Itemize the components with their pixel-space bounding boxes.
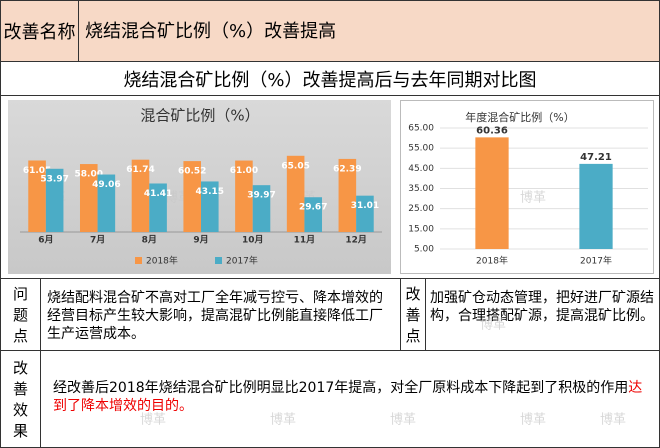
y-tick-label: 5.00 (414, 245, 434, 255)
bar (97, 174, 116, 232)
y-tick-label: 25.00 (408, 204, 434, 214)
problem-text: 烧结配料混合矿不高对工厂全年减亏控亏、降本增效的经营目标产生较大影响，提高混矿比… (40, 278, 401, 351)
chart-frame (400, 100, 654, 274)
improvement-label: 改善点 (400, 278, 426, 351)
bar (252, 185, 271, 232)
bar (475, 137, 509, 249)
bar (79, 164, 98, 232)
x-tick-label: 12月 (345, 235, 367, 246)
chart-title: 年度混合矿比例（%） (465, 110, 574, 124)
watermark: 博革 (520, 413, 546, 428)
value-label: 65.05 (281, 161, 309, 171)
watermark: 博革 (480, 318, 506, 333)
y-tick-label: 35.00 (408, 184, 434, 194)
bar (183, 161, 201, 232)
bar (235, 160, 253, 232)
x-tick-label: 9月 (193, 235, 208, 246)
value-label: 41.41 (144, 189, 172, 199)
watermark: 博革 (600, 413, 626, 428)
x-tick-label: 11月 (294, 235, 316, 246)
legend-swatch (135, 257, 142, 264)
watermark: 博革 (390, 413, 416, 428)
bar (304, 197, 323, 232)
x-tick-label: 2017年 (580, 255, 612, 267)
value-label: 29.67 (299, 203, 327, 213)
effect-label: 改善效果 (0, 350, 41, 448)
y-tick-label: 65.00 (408, 124, 434, 134)
bar (28, 160, 46, 232)
bar (356, 195, 374, 232)
watermark: 博革 (270, 413, 296, 428)
bar (149, 183, 167, 232)
header-label: 改善名称 (0, 0, 79, 62)
value-label: 61.00 (230, 166, 258, 176)
x-tick-label: 8月 (142, 235, 157, 246)
x-tick-label: 10月 (242, 235, 264, 246)
problem-label: 问题点 (0, 278, 41, 351)
value-label: 47.21 (580, 152, 612, 163)
value-label: 60.52 (178, 167, 206, 177)
value-label: 43.15 (196, 187, 224, 197)
bar (131, 159, 150, 232)
bar (45, 168, 64, 232)
y-tick-label: 45.00 (408, 164, 434, 174)
x-tick-label: 6月 (38, 235, 53, 246)
bar (338, 158, 357, 232)
x-tick-label: 7月 (90, 235, 105, 246)
value-label: 58.00 (75, 170, 103, 180)
bar (579, 163, 613, 249)
legend-label: 2017年 (226, 255, 258, 267)
chart-title: 混合矿比例（%） (140, 107, 259, 125)
value-label: 61.74 (126, 165, 154, 175)
value-label: 39.97 (247, 191, 275, 201)
y-tick-label: 15.00 (408, 224, 434, 234)
value-label: 53.97 (40, 174, 68, 184)
x-tick-label: 2018年 (476, 255, 508, 267)
effect-highlight: 达到了降本增效的目的。 (53, 380, 643, 414)
effect-text: 经改善后2018年烧结混合矿比例明显比2017年提高，对全厂原料成本下降起到了积… (53, 380, 629, 396)
bar (201, 181, 219, 232)
section-title: 烧结混合矿比例（%）改善提高后与去年同期对比图 (0, 61, 660, 96)
value-label: 49.06 (92, 180, 120, 190)
bar (286, 155, 305, 232)
value-label: 31.01 (351, 201, 379, 211)
watermark: 博革 (140, 413, 166, 428)
value-label: 62.39 (333, 164, 361, 174)
y-tick-label: 55.00 (408, 144, 434, 154)
value-label: 61.05 (23, 166, 51, 176)
watermark: 博革 (520, 191, 546, 206)
legend-swatch (215, 257, 222, 264)
legend-label: 2018年 (146, 255, 178, 267)
value-label: 60.36 (476, 125, 508, 136)
